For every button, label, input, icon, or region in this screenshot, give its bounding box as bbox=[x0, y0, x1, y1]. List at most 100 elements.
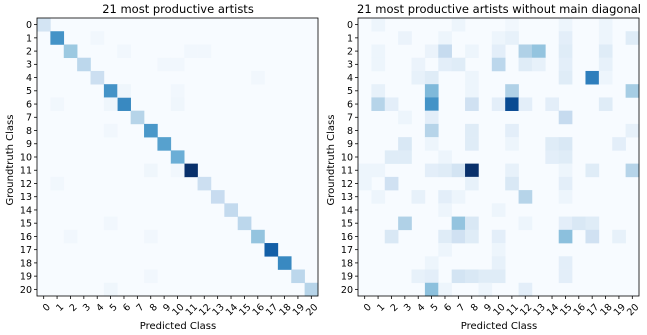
y-tick-label: 16 bbox=[341, 232, 353, 243]
heatmap-cell-r10-c15 bbox=[558, 150, 573, 164]
x-tick-label: 7 bbox=[455, 302, 467, 314]
y-tick-label: 18 bbox=[341, 258, 353, 269]
heatmap-cell-r2-c15 bbox=[558, 44, 573, 59]
heatmap-cell-r2-c6 bbox=[438, 44, 452, 59]
heatmap-cell-r6-c11 bbox=[505, 97, 519, 111]
heatmap-cell-r3-c7 bbox=[451, 57, 466, 72]
y-tick-label: 8 bbox=[347, 126, 353, 137]
x-tick-label: 0 bbox=[362, 302, 374, 314]
y-axis-label-left: Groundtruth Class bbox=[5, 115, 16, 206]
x-tick-label: 5 bbox=[108, 302, 120, 314]
x-tick-label: 7 bbox=[134, 302, 146, 314]
heatmap-cell-r2-c8 bbox=[465, 44, 479, 59]
y-tick-label: 6 bbox=[26, 99, 32, 110]
heatmap-cell-r3-c13 bbox=[531, 57, 546, 72]
heatmap-cell-r4-c4 bbox=[90, 70, 105, 85]
heatmap-cell-r1-c11 bbox=[505, 31, 519, 45]
heatmap-cell-r14-c6 bbox=[438, 203, 452, 217]
heatmap-cell-r3-c10 bbox=[170, 57, 185, 72]
heatmap-cell-r20-c12 bbox=[518, 282, 533, 297]
heatmap-cell-r19-c4 bbox=[411, 269, 426, 284]
heatmap-cell-r12-c11 bbox=[505, 176, 519, 191]
y-tick-label: 11 bbox=[20, 166, 32, 177]
heatmap-cell-r9-c11 bbox=[505, 137, 519, 151]
heatmap-cell-r6-c6 bbox=[117, 97, 131, 111]
y-tick-label: 7 bbox=[26, 113, 32, 124]
heatmap-cell-r13-c1 bbox=[371, 190, 386, 204]
heatmap-cell-r17-c6 bbox=[438, 243, 452, 257]
heatmap-cell-r2-c12 bbox=[197, 44, 212, 59]
heatmap-cell-r5-c8 bbox=[465, 84, 479, 98]
heatmap-cell-r2-c1 bbox=[371, 44, 386, 59]
heatmap-cell-r13-c15 bbox=[558, 190, 573, 204]
y-tick-label: 16 bbox=[20, 232, 32, 243]
x-axis-label-right: Predicted Class bbox=[461, 321, 537, 332]
heatmap-cell-r9-c3 bbox=[398, 137, 412, 151]
heatmap-cell-r0-c7 bbox=[451, 18, 466, 32]
chart-title-left: 21 most productive artists bbox=[102, 2, 254, 16]
heatmap-cell-r9-c14 bbox=[545, 137, 560, 151]
heatmap-cells-left bbox=[37, 18, 319, 297]
heatmap-cell-r6-c18 bbox=[598, 97, 613, 111]
heatmap-cell-r1-c6 bbox=[438, 31, 452, 45]
heatmap-cell-r0-c15 bbox=[558, 18, 573, 32]
heatmap-cell-r8-c8 bbox=[465, 123, 479, 138]
heatmap-cell-r0-c0 bbox=[37, 18, 51, 32]
heatmap-cell-r11-c6 bbox=[438, 163, 452, 178]
heatmap-cell-r20-c9 bbox=[478, 282, 493, 297]
y-tick-label: 0 bbox=[347, 20, 353, 31]
y-tick-label: 9 bbox=[347, 139, 353, 150]
heatmap-cell-r2-c2 bbox=[63, 44, 78, 59]
y-tick-label: 5 bbox=[26, 86, 32, 97]
y-tick-label: 20 bbox=[341, 285, 353, 296]
heatmap-cell-r16-c16 bbox=[251, 229, 265, 244]
y-tick-label: 1 bbox=[26, 33, 32, 44]
y-tick-label: 17 bbox=[341, 245, 353, 256]
x-tick-label: 8 bbox=[148, 302, 160, 314]
x-tick-label: 5 bbox=[429, 302, 441, 314]
y-tick-label: 13 bbox=[20, 192, 32, 203]
heatmap-cell-r4-c17 bbox=[585, 70, 600, 85]
heatmap-cell-r11-c10 bbox=[170, 163, 185, 178]
heatmap-panel-right: 21 most productive artists without main … bbox=[326, 2, 641, 332]
heatmap-cell-r6-c10 bbox=[170, 97, 185, 111]
heatmap-cell-r5-c5 bbox=[424, 84, 439, 98]
heatmap-cell-r15-c8 bbox=[465, 216, 479, 231]
x-tick-label: 3 bbox=[81, 302, 93, 314]
heatmap-cell-r4-c15 bbox=[558, 70, 573, 85]
heatmap-cell-r10-c2 bbox=[384, 150, 399, 164]
heatmap-cell-r18-c5 bbox=[424, 256, 439, 270]
heatmap-cell-r16-c7 bbox=[451, 229, 466, 244]
x-tick-label: 3 bbox=[402, 302, 414, 314]
heatmap-cell-r2-c6 bbox=[117, 44, 131, 59]
heatmap-cell-r9-c15 bbox=[558, 137, 573, 151]
heatmap-cell-r12-c2 bbox=[384, 176, 399, 191]
y-tick-label: 6 bbox=[347, 99, 353, 110]
heatmap-cell-r9-c19 bbox=[612, 137, 626, 151]
y-tick-label: 0 bbox=[26, 20, 32, 31]
heatmap-cell-r19-c19 bbox=[291, 269, 305, 284]
heatmap-cell-r0-c18 bbox=[598, 18, 613, 32]
heatmap-cell-r1-c20 bbox=[625, 31, 640, 45]
heatmap-cell-r11-c8 bbox=[144, 163, 158, 178]
y-tick-label: 7 bbox=[347, 113, 353, 124]
heatmap-cell-r0-c1 bbox=[371, 18, 386, 32]
heatmap-cell-r15-c16 bbox=[572, 216, 586, 231]
x-tick-label: 20 bbox=[304, 302, 320, 318]
y-tick-label: 20 bbox=[20, 285, 32, 296]
x-tick-label: 6 bbox=[121, 302, 133, 314]
heatmap-cell-r14-c14 bbox=[224, 203, 239, 217]
heatmap-cell-r5-c10 bbox=[170, 84, 185, 98]
heatmap-cell-r5-c5 bbox=[103, 84, 118, 98]
heatmap-cell-r6-c8 bbox=[465, 97, 479, 111]
heatmap-cell-r13-c4 bbox=[411, 190, 426, 204]
x-tick-label: 8 bbox=[469, 302, 481, 314]
y-tick-label: 17 bbox=[20, 245, 32, 256]
y-tick-label: 15 bbox=[341, 219, 353, 230]
y-axis-label-right: Groundtruth Class bbox=[326, 115, 337, 206]
heatmap-cell-r2-c18 bbox=[598, 44, 613, 59]
